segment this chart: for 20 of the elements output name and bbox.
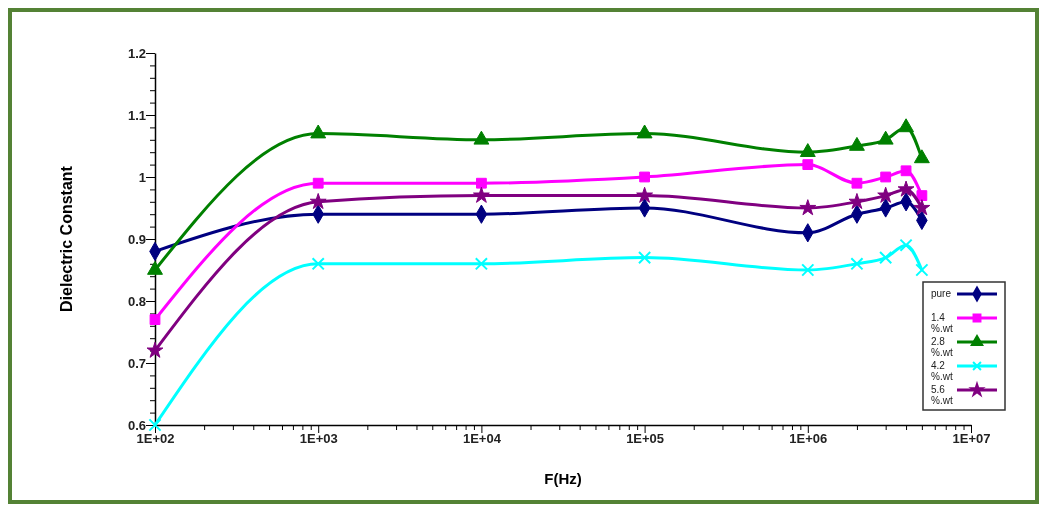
y-tick-label: 1.2 (127, 45, 146, 61)
y-tick-label: 1 (138, 169, 146, 185)
x-tick-label: 1E+06 (789, 431, 828, 447)
x-tick-label: 1E+07 (952, 431, 991, 447)
x-tick-label: 1E+04 (462, 431, 502, 447)
y-tick-label: 0.6 (127, 417, 146, 433)
x-axis-title: F(Hz) (544, 470, 582, 487)
y-tick-label: 0.9 (127, 231, 146, 247)
y-axis-title: Dielectric Constant (58, 165, 75, 312)
y-tick-label: 1.1 (127, 107, 146, 123)
legend-label: 2.8 %.wt (931, 336, 953, 358)
legend-label: 1.4 %.wt (931, 312, 953, 334)
legend-label: pure (931, 288, 952, 299)
x-tick-label: 1E+02 (136, 431, 175, 447)
y-tick-label: 0.8 (127, 293, 146, 309)
x-tick-label: 1E+03 (299, 431, 338, 447)
legend-label: 5.6 %.wt (931, 384, 953, 406)
y-tick-label: 0.7 (127, 355, 146, 371)
legend-label: 4.2 %.wt (931, 360, 953, 382)
x-tick-label: 1E+05 (626, 431, 665, 447)
